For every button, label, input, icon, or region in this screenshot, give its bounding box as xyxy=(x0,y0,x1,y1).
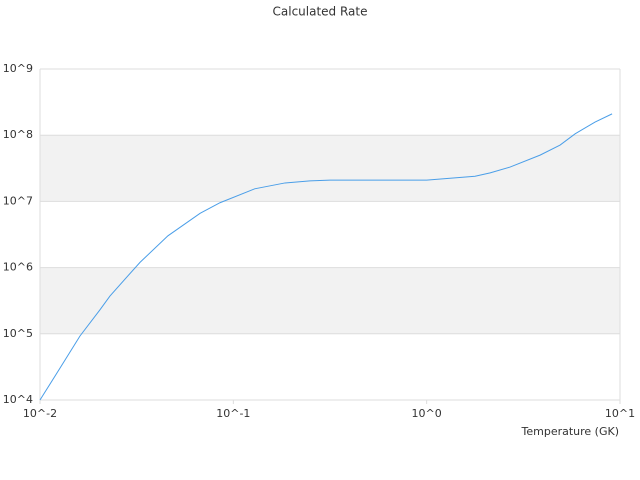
y-tick-label: 10^8 xyxy=(3,128,33,141)
y-tick-label: 10^5 xyxy=(3,327,33,340)
data-line xyxy=(39,113,613,401)
chart-title: Calculated Rate xyxy=(273,5,368,19)
x-axis-label: Temperature (GK) xyxy=(521,425,620,438)
y-tick-label: 10^7 xyxy=(3,194,33,207)
x-tick-label: 10^-2 xyxy=(23,407,57,420)
x-tick-label: 10^-1 xyxy=(216,407,250,420)
x-tick-label: 10^0 xyxy=(412,407,442,420)
band xyxy=(40,135,620,202)
y-tick-label: 10^4 xyxy=(3,393,33,406)
y-tick-label: 10^6 xyxy=(3,261,33,274)
x-tick-label: 10^1 xyxy=(605,407,635,420)
band xyxy=(40,267,620,334)
y-tick-label: 10^9 xyxy=(3,62,33,75)
